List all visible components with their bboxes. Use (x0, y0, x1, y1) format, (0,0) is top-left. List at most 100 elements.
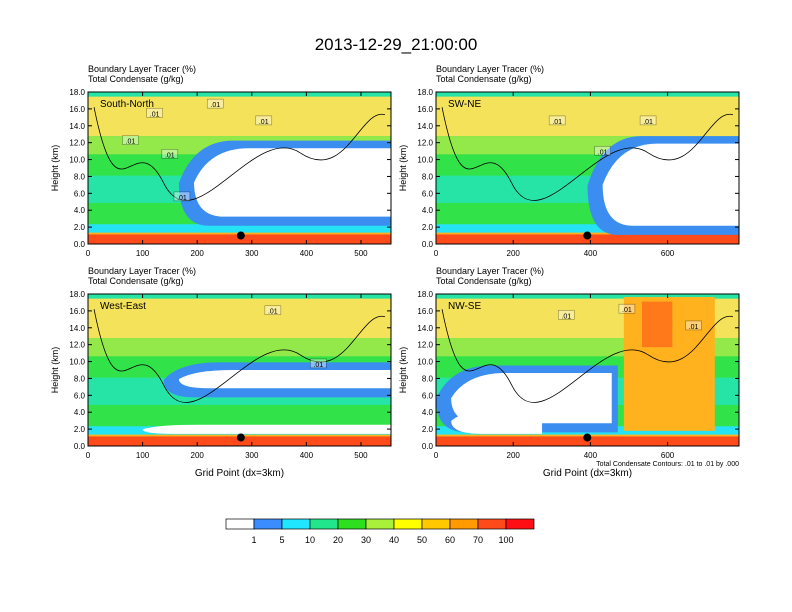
colorbar-swatch (477, 518, 507, 530)
colorbar-label: 40 (389, 535, 399, 545)
field-clear-region (178, 370, 391, 389)
x-tick-label: 0 (434, 451, 439, 460)
contour-annotation: Total Condensate Contours: .01 to .01 by… (596, 461, 739, 468)
field-top-band (88, 294, 391, 299)
colorbar-label: 5 (279, 535, 284, 545)
contour-label: .01 (643, 119, 653, 126)
plot-frame (87, 293, 392, 447)
field-lower-band (436, 224, 739, 235)
x-tick-label: 0 (86, 451, 91, 460)
y-tick-label: 16.0 (417, 105, 433, 114)
x-axis-label: Grid Point (dx=3km) (543, 468, 632, 479)
panel-label: South-North (100, 99, 154, 110)
field-lower-band (88, 224, 391, 235)
contour-label-box (685, 320, 702, 331)
contour-label-box (618, 303, 636, 314)
y-tick-label: 6.0 (422, 391, 434, 400)
y-tick-label: 0.0 (74, 240, 86, 249)
x-tick-label: 100 (136, 249, 150, 258)
y-tick-label: 8.0 (422, 172, 434, 181)
colorbar-swatch (421, 518, 451, 530)
y-tick-label: 14.0 (69, 324, 85, 333)
colorbar-label: 1 (251, 535, 256, 545)
x-tick-label: 500 (354, 249, 368, 258)
y-tick-label: 14.0 (417, 324, 433, 333)
panel-subtitle: Boundary Layer Tracer (%) (88, 266, 196, 276)
field-layers: .01 .01 .01 (436, 92, 739, 244)
y-tick-label: 2.0 (422, 223, 434, 232)
chart-panel: .01 .01 .01 0.0 2.0 4.0 6.0 8.0 10.0 12.0 14.0 16.0… (398, 64, 740, 258)
y-tick-label: 10.0 (69, 156, 85, 165)
y-tick-label: 10.0 (417, 358, 433, 367)
colorbar-label: 20 (333, 535, 343, 545)
contour-label-box (173, 191, 191, 202)
field-mid-band (88, 338, 391, 357)
panel-subtitle: Boundary Layer Tracer (%) (436, 266, 544, 276)
field-layers: .01 .01 (88, 294, 391, 446)
location-marker (583, 433, 592, 442)
y-tick-label: 16.0 (69, 307, 85, 316)
x-tick-label: 500 (354, 451, 368, 460)
y-tick-label: 0.0 (74, 442, 86, 451)
field-clear-region (451, 408, 543, 434)
field-top-band (436, 294, 739, 299)
contour-label: .01 (150, 111, 160, 118)
y-tick-label: 14.0 (69, 122, 85, 131)
y-tick-label: 8.0 (74, 172, 86, 181)
field-top-band (436, 92, 739, 97)
colorbar-swatch (309, 518, 339, 530)
contour-label: .01 (210, 102, 220, 109)
y-axis-label: Height (km) (398, 347, 408, 394)
field-upper-band (88, 298, 391, 339)
field-layers: .01 .01 .01 (436, 294, 739, 446)
y-tick-label: 6.0 (74, 189, 86, 198)
y-tick-label: 16.0 (417, 307, 433, 316)
panel-label: SW-NE (448, 99, 481, 110)
x-tick-label: 200 (507, 249, 521, 258)
panel-label: West-East (100, 301, 146, 312)
x-axis-label: Grid Point (dx=3km) (195, 468, 284, 479)
y-axis-label: Height (km) (50, 347, 60, 394)
contour-label-box (557, 309, 575, 320)
contour-label: .01 (126, 139, 136, 146)
y-tick-label: 16.0 (69, 105, 85, 114)
chart-panel: .01 .01 .01 0.0 2.0 4.0 6.0 8.0 10.0 12.0 14.0 16.0… (398, 266, 740, 479)
colorbar-swatch (337, 518, 367, 530)
field-clear-region (142, 424, 391, 434)
contour-label-box (255, 115, 273, 126)
colorbar-swatch (281, 518, 311, 530)
colorbar: 1 5 10 20 30 40 50 60 70 100 (225, 518, 535, 545)
colorbar-label: 10 (305, 535, 315, 545)
field-clear-region (602, 143, 739, 226)
y-tick-label: 6.0 (422, 189, 434, 198)
y-axis-label: Height (km) (398, 145, 408, 192)
colorbar-swatch (393, 518, 423, 530)
y-tick-label: 4.0 (422, 408, 434, 417)
contour-label-box (309, 358, 327, 369)
x-tick-label: 0 (86, 249, 91, 258)
panel-subtitle: Boundary Layer Tracer (%) (436, 64, 544, 74)
x-tick-label: 300 (245, 451, 259, 460)
y-tick-label: 14.0 (417, 122, 433, 131)
y-tick-label: 6.0 (74, 391, 86, 400)
x-tick-label: 200 (191, 451, 205, 460)
contour-label: .01 (598, 149, 608, 156)
x-tick-label: 400 (300, 249, 314, 258)
y-tick-label: 18.0 (69, 290, 85, 299)
y-tick-label: 8.0 (422, 374, 434, 383)
y-tick-label: 12.0 (417, 139, 433, 148)
plot-frame (435, 91, 740, 245)
contour-label: .01 (259, 119, 269, 126)
contour-label-box (206, 98, 224, 109)
x-tick-label: 100 (136, 451, 150, 460)
x-tick-label: 400 (584, 249, 598, 258)
colorbar-swatch (365, 518, 395, 530)
colorbar-label: 60 (445, 535, 455, 545)
condensate-contour (441, 309, 734, 403)
panel-subtitle: Total Condensate (g/kg) (88, 276, 184, 286)
y-tick-label: 4.0 (74, 206, 86, 215)
field-upper-band (436, 96, 739, 137)
y-tick-label: 12.0 (417, 341, 433, 350)
y-tick-label: 12.0 (69, 139, 85, 148)
